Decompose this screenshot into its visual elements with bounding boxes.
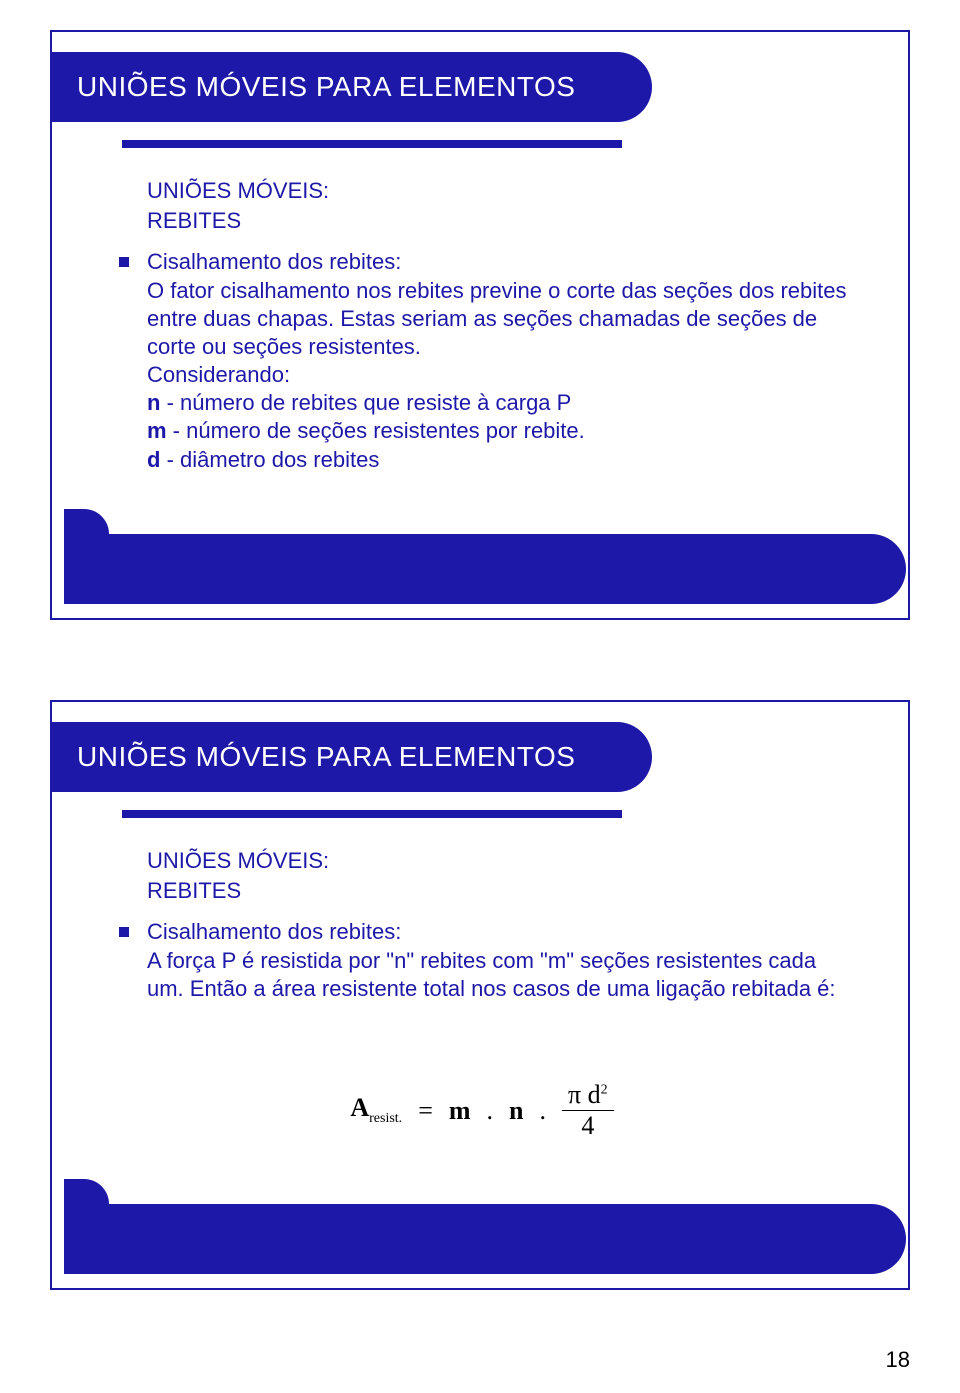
title-blob-2: UNIÕES MÓVEIS PARA ELEMENTOS xyxy=(52,722,652,792)
slide-2: UNIÕES MÓVEIS PARA ELEMENTOS UNIÕES MÓVE… xyxy=(50,700,910,1290)
subtitle-line-1: UNIÕES MÓVEIS: xyxy=(147,177,847,205)
definition-d: d - diâmetro dos rebites xyxy=(147,446,847,474)
considering-label: Considerando: xyxy=(147,361,847,389)
bullet-row: Cisalhamento dos rebites: A força P é re… xyxy=(119,918,847,1003)
bullet-heading: Cisalhamento dos rebites: xyxy=(147,918,847,947)
bullet-content: Cisalhamento dos rebites: O fator cisalh… xyxy=(147,248,847,474)
subtitle-line-2: REBITES xyxy=(147,877,847,905)
formula-A: Aresist. xyxy=(350,1093,402,1127)
underline-bar xyxy=(122,810,622,818)
bullet-icon xyxy=(119,257,129,267)
slide-content-1: UNIÕES MÓVEIS: REBITES Cisalhamento dos … xyxy=(147,177,847,474)
body-paragraph: A força P é resistida por "n" rebites co… xyxy=(147,947,847,1003)
formula-n: n xyxy=(509,1096,523,1126)
formula-numerator: π d2 xyxy=(562,1082,614,1111)
body-paragraph: O fator cisalhamento nos rebites previne… xyxy=(147,277,847,361)
subtitle-line-2: REBITES xyxy=(147,207,847,235)
formula-eq: = xyxy=(418,1096,433,1126)
formula-denominator: 4 xyxy=(581,1111,594,1139)
formula-fraction: π d2 4 xyxy=(562,1082,614,1139)
slide-1: UNIÕES MÓVEIS PARA ELEMENTOS UNIÕES MÓVE… xyxy=(50,30,910,620)
bottom-blob xyxy=(66,1204,906,1274)
bullet-heading: Cisalhamento dos rebites: xyxy=(147,248,847,277)
underline-bar xyxy=(122,140,622,148)
bullet-row: Cisalhamento dos rebites: O fator cisalh… xyxy=(119,248,847,474)
title-blob-1: UNIÕES MÓVEIS PARA ELEMENTOS xyxy=(52,52,652,122)
formula-m: m xyxy=(449,1096,471,1126)
definition-m: m - número de seções resistentes por reb… xyxy=(147,417,847,445)
bullet-icon xyxy=(119,927,129,937)
formula-dot: . xyxy=(487,1096,494,1126)
slide-title: UNIÕES MÓVEIS PARA ELEMENTOS xyxy=(77,741,575,773)
definition-n: n - número de rebites que resiste à carg… xyxy=(147,389,847,417)
formula: Aresist. = m . n . π d2 4 xyxy=(350,1082,613,1139)
slide-title: UNIÕES MÓVEIS PARA ELEMENTOS xyxy=(77,71,575,103)
formula-dot: . xyxy=(540,1096,547,1126)
formula-box: Aresist. = m . n . π d2 4 xyxy=(332,1082,632,1139)
bullet-content: Cisalhamento dos rebites: A força P é re… xyxy=(147,918,847,1003)
page-number: 18 xyxy=(886,1347,910,1373)
slide-content-2: UNIÕES MÓVEIS: REBITES Cisalhamento dos … xyxy=(147,847,847,1003)
subtitle-line-1: UNIÕES MÓVEIS: xyxy=(147,847,847,875)
bottom-blob xyxy=(66,534,906,604)
